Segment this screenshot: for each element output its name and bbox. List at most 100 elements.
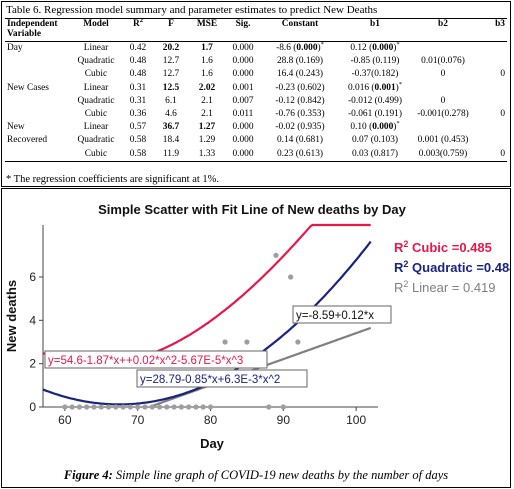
scatter-fit-chart: Simple Scatter with Fit Line of New deat… <box>4 202 514 451</box>
cell-mse: 1.33 <box>189 147 225 162</box>
cell-constant: -0.76 (0.353) <box>275 108 325 119</box>
cell-mse: 1.6 <box>201 56 213 67</box>
cell-b2: 0.01(0.076) <box>421 56 465 67</box>
data-point <box>84 404 90 410</box>
data-point <box>98 404 104 410</box>
cell-b1: 0.016 (0.001)* <box>347 80 403 93</box>
cell-b1: -0.85 (0.119) <box>350 56 400 67</box>
cell-model: Cubic <box>84 108 108 119</box>
cell-mse: 2.1 <box>201 95 213 106</box>
equation-linear-text: y=-8.59+0.12*x <box>296 310 374 322</box>
cell-constant: -0.12 (0.842) <box>275 95 325 106</box>
cell-variable: New <box>7 122 25 133</box>
data-point <box>91 404 97 410</box>
x-axis-label: Day <box>200 436 225 451</box>
y-tick-label: 2 <box>29 357 36 371</box>
header-f: F <box>153 18 189 42</box>
cell-constant: 28.8 (0.169) <box>276 56 324 67</box>
cell-variable: New Cases <box>7 82 49 93</box>
cell-sig: 0.000 <box>225 147 261 162</box>
table-row: Recovered Quadratic 0.58 18.4 1.29 0.000 0.14 … <box>5 134 507 147</box>
equation-quadratic-text: y=28.79-0.85*x+6.3E-3*x^2 <box>140 374 280 386</box>
cell-f: 6.1 <box>165 95 177 106</box>
cell-b2 <box>411 42 475 56</box>
cell-mse: 1.27 <box>198 122 216 133</box>
data-point <box>186 404 192 410</box>
cell-model: Quadratic <box>77 56 115 67</box>
header-mse: MSE <box>189 18 225 42</box>
legend-entry-quadratic: R2 Quadratic =0.484 <box>394 259 510 275</box>
data-point <box>288 274 294 280</box>
cell-b3 <box>475 134 507 147</box>
data-point <box>156 404 163 410</box>
cell-b2 <box>411 82 475 95</box>
cell-mse: 1.7 <box>201 43 213 53</box>
header-model: Model <box>69 18 123 42</box>
data-point <box>171 404 177 410</box>
cell-b2: -0.001(0.278) <box>417 108 469 119</box>
data-point <box>222 339 228 345</box>
cell-b1: -0.37(0.182) <box>351 69 399 80</box>
x-tick-label: 80 <box>204 413 218 427</box>
cell-b1: 0.12 (0.000)* <box>350 40 400 53</box>
equation-cubic-text: y=54.6-1.87*x++0.02*x^2-5.67E-5*x^3 <box>48 355 243 367</box>
y-tick-label: 4 <box>29 313 36 327</box>
y-axis-label: New deaths <box>4 280 19 352</box>
cell-b2 <box>411 121 475 134</box>
data-point <box>127 404 133 410</box>
table-row: New Linear 0.57 36.7 1.27 0.000 -0.02 (0.935) 0… <box>5 120 507 134</box>
header-b1: b1 <box>339 18 411 42</box>
cell-sig: 0.000 <box>232 69 254 80</box>
regression-table-panel: Table 6. Regression model summary and pa… <box>1 1 511 187</box>
equation-linear: y=-8.59+0.12*x <box>292 305 392 324</box>
cell-variable: Recovered <box>7 135 48 146</box>
figure-caption-label: Figure 4: <box>63 468 113 482</box>
data-point <box>295 339 301 345</box>
cell-f: 20.2 <box>162 43 180 53</box>
cell-f: 12.5 <box>162 82 180 93</box>
cell-model: Linear <box>83 82 109 93</box>
cell-constant: -0.02 (0.935) <box>275 122 325 133</box>
data-point <box>142 404 148 410</box>
cell-r2: 0.58 <box>129 135 147 146</box>
cell-sig: 0.007 <box>232 95 254 106</box>
cell-f: 12.7 <box>162 69 180 80</box>
header-b3: b3 <box>475 18 507 42</box>
cell-b3: 0 <box>500 69 505 80</box>
data-point <box>76 404 83 410</box>
cell-r2: 0.31 <box>129 82 147 93</box>
cell-b3: 0 <box>475 147 507 162</box>
table-row: New Cases Linear 0.31 12.5 2.02 0.001 -0.23 (0… <box>5 80 507 95</box>
cell-mse: 1.29 <box>198 135 216 146</box>
cell-b3: 0 <box>500 108 505 119</box>
cell-mse: 2.1 <box>201 108 213 119</box>
cell-sig: 0.011 <box>232 108 254 119</box>
data-point <box>280 404 286 410</box>
cell-model: Cubic <box>69 147 123 162</box>
cell-constant: -8.6 (0.000)* <box>276 40 324 53</box>
x-tick-label: 100 <box>346 413 366 427</box>
cell-b1: -0.061 (0.191) <box>348 108 402 119</box>
cell-variable <box>5 147 69 162</box>
data-point <box>244 339 250 345</box>
cell-b2: 0 <box>440 95 446 106</box>
cell-r2: 0.36 <box>129 108 147 119</box>
data-point <box>149 404 155 410</box>
cell-r2: 0.48 <box>129 69 147 80</box>
legend-entry-linear: R2 Linear = 0.419 <box>394 279 496 295</box>
data-point <box>266 404 272 410</box>
cell-r2: 0.57 <box>129 122 147 133</box>
table-row: Cubic 0.36 4.6 2.1 0.011 -0.76 (0.353) -0.061 … <box>5 108 507 121</box>
x-tick-label: 90 <box>277 413 291 427</box>
cell-b3 <box>475 42 507 56</box>
cell-constant: 16.4 (0.243) <box>276 69 324 80</box>
data-point <box>164 404 170 410</box>
data-point <box>207 404 214 410</box>
cell-sig: 0.000 <box>232 43 254 53</box>
header-sig: Sig. <box>225 18 261 42</box>
cell-f: 4.6 <box>165 108 177 119</box>
y-tick-label: 6 <box>29 270 36 284</box>
figure-caption-text: Simple line graph of COVID-19 new deaths… <box>112 468 449 482</box>
header-b2: b2 <box>411 18 475 42</box>
x-tick-label: 70 <box>131 413 145 427</box>
